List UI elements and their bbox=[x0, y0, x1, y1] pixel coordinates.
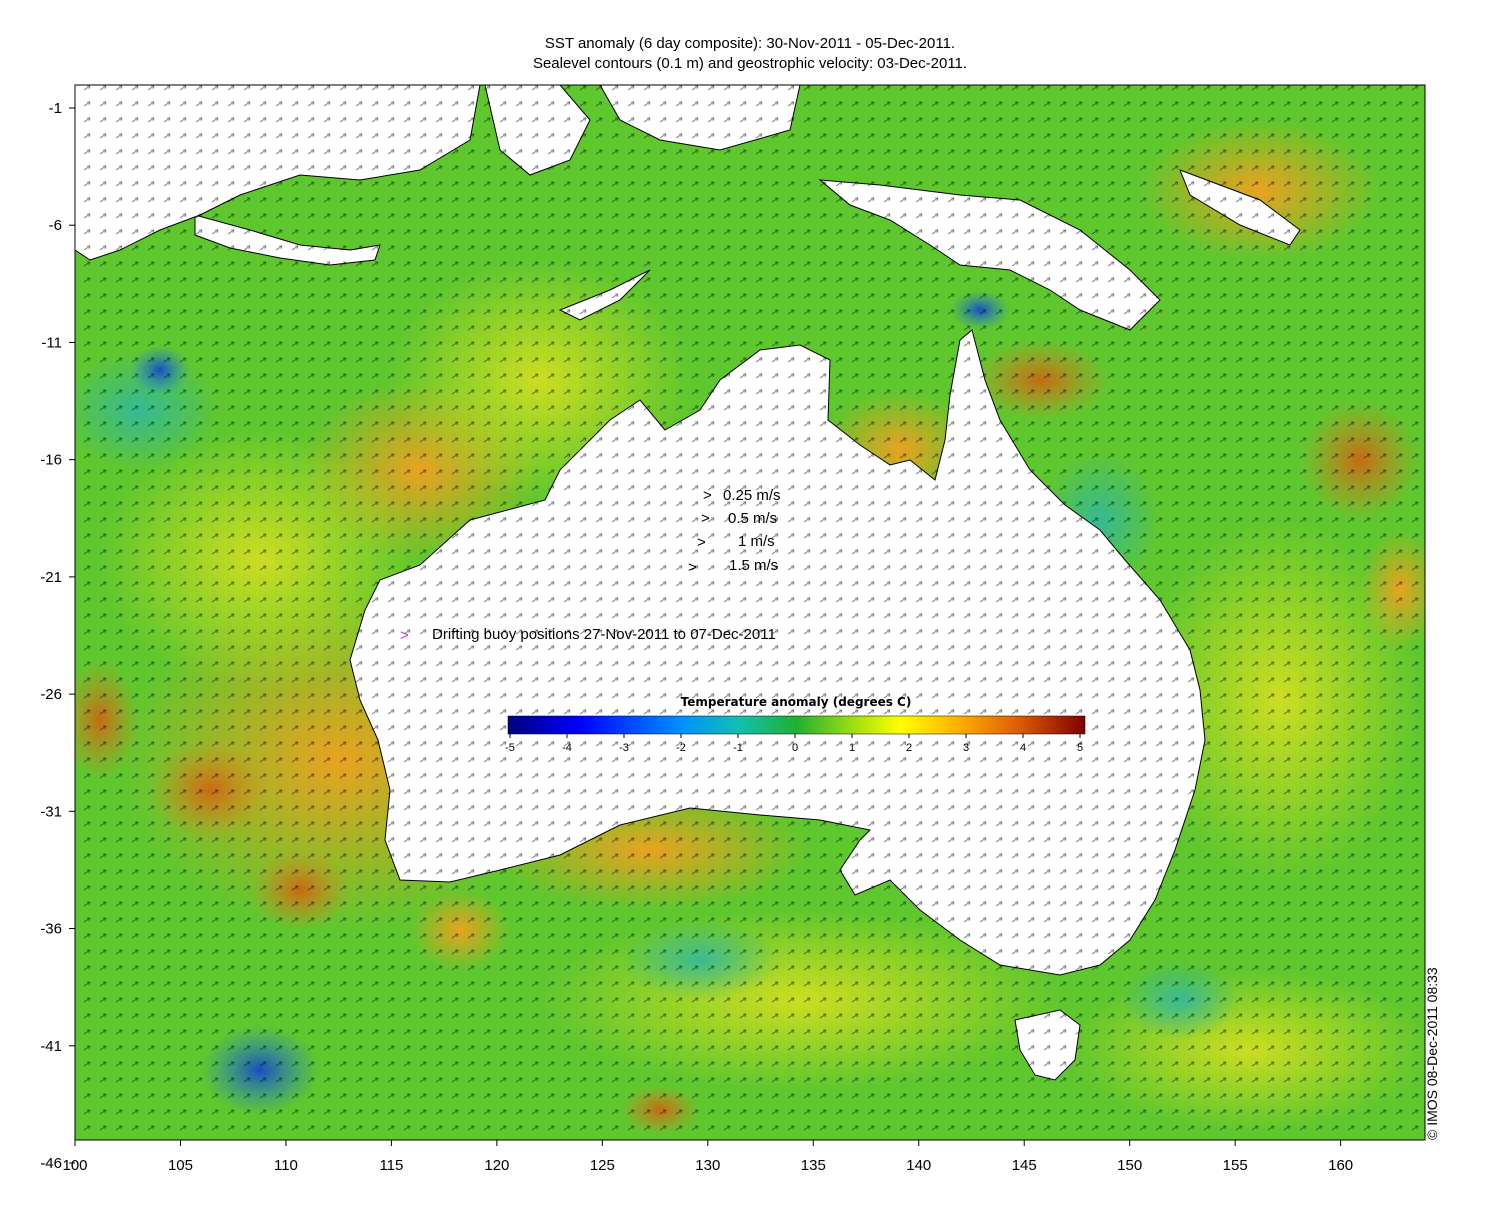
y-tick-label: -6 bbox=[49, 217, 62, 234]
x-tick-label: 150 bbox=[1117, 1157, 1142, 1174]
colorbar-tick-label: 5 bbox=[1077, 742, 1083, 754]
velocity-legend: > 0.25 m/s > 0.5 m/s > 1 m/s > 1.5 m/s bbox=[688, 487, 781, 576]
colorbar-tick-label: 2 bbox=[906, 742, 912, 754]
colorbar-tick-label: -3 bbox=[619, 742, 629, 754]
y-tick-label: -11 bbox=[41, 334, 62, 351]
plot-frame bbox=[74, 84, 1426, 1141]
y-tick-label: -31 bbox=[40, 803, 62, 820]
buoy-legend-label: Drifting buoy positions 27-Nov-2011 to 0… bbox=[432, 626, 776, 643]
colorbar-title: Temperature anomaly (degrees C) bbox=[681, 695, 912, 709]
velocity-legend-arrow-1: > bbox=[703, 487, 712, 504]
buoy-legend-symbol: > bbox=[400, 627, 409, 644]
y-tick-label: -41 bbox=[40, 1038, 62, 1055]
colorbar-gradient bbox=[507, 715, 1086, 735]
velocity-legend-label-1: 0.25 m/s bbox=[723, 487, 781, 504]
x-tick-label: 145 bbox=[1012, 1157, 1037, 1174]
colorbar-tick-label: 1 bbox=[849, 742, 855, 754]
velocity-arrow-field bbox=[75, 85, 1425, 1140]
map-title-line-2: Sealevel contours (0.1 m) and geostrophi… bbox=[532, 55, 968, 72]
x-tick-label: 125 bbox=[590, 1157, 615, 1174]
y-tick-label: -26 bbox=[40, 686, 62, 703]
colorbar-tick-label: 4 bbox=[1020, 742, 1026, 754]
x-tick-label: 110 bbox=[274, 1157, 298, 1174]
colorbar-tick-label: -2 bbox=[676, 742, 686, 754]
map-plot-area bbox=[75, 85, 1425, 1140]
x-tick-label: 160 bbox=[1328, 1157, 1353, 1174]
colorbar-tick-label: -1 bbox=[733, 742, 743, 754]
velocity-legend-arrow-2: > bbox=[701, 510, 710, 527]
y-tick-label: -16 bbox=[40, 452, 62, 469]
velocity-legend-arrow-4: > bbox=[688, 559, 697, 576]
x-axis: 100 105 110 115 120 125 130 135 140 145 150 155 160 bbox=[62, 1140, 1353, 1174]
y-tick-label: -1 bbox=[49, 100, 62, 117]
colorbar-ticks: -5 -4 -3 -2 -1 0 1 2 3 4 5 bbox=[505, 734, 1083, 754]
x-tick-label: 135 bbox=[801, 1157, 826, 1174]
y-axis: -1 -6 -11 -16 -21 -26 -31 -36 -41 -46 bbox=[40, 100, 75, 1172]
buoy-legend: > Drifting buoy positions 27-Nov-2011 to… bbox=[400, 626, 776, 644]
x-tick-label: 105 bbox=[168, 1157, 193, 1174]
colorbar-tick-label: 3 bbox=[963, 742, 969, 754]
x-tick-label: 120 bbox=[484, 1157, 509, 1174]
copyright-credit: © IMOS 08-Dec-2011 08:33 bbox=[1424, 967, 1440, 1140]
velocity-legend-label-4: 1.5 m/s bbox=[729, 557, 778, 574]
y-tick-label: -46 bbox=[40, 1155, 62, 1172]
velocity-legend-label-2: 0.5 m/s bbox=[728, 510, 777, 527]
y-tick-label: -21 bbox=[40, 569, 62, 586]
colorbar-tick-label: 0 bbox=[792, 742, 798, 754]
colorbar-tick-label: -4 bbox=[562, 742, 572, 754]
colorbar-tick-label: -5 bbox=[505, 742, 515, 754]
velocity-legend-label-3: 1 m/s bbox=[738, 533, 775, 550]
x-tick-label: 130 bbox=[695, 1157, 720, 1174]
velocity-legend-arrow-3: > bbox=[697, 534, 706, 551]
x-tick-label: 115 bbox=[379, 1157, 403, 1174]
x-tick-label: 140 bbox=[906, 1157, 931, 1174]
y-tick-label: -36 bbox=[40, 921, 62, 938]
colorbar: Temperature anomaly (degrees C) -5 -4 -3 -2… bbox=[505, 695, 1086, 754]
x-tick-label: 100 bbox=[62, 1157, 87, 1174]
map-title-line-1: SST anomaly (6 day composite): 30-Nov-20… bbox=[544, 35, 956, 52]
x-tick-label: 155 bbox=[1223, 1157, 1248, 1174]
